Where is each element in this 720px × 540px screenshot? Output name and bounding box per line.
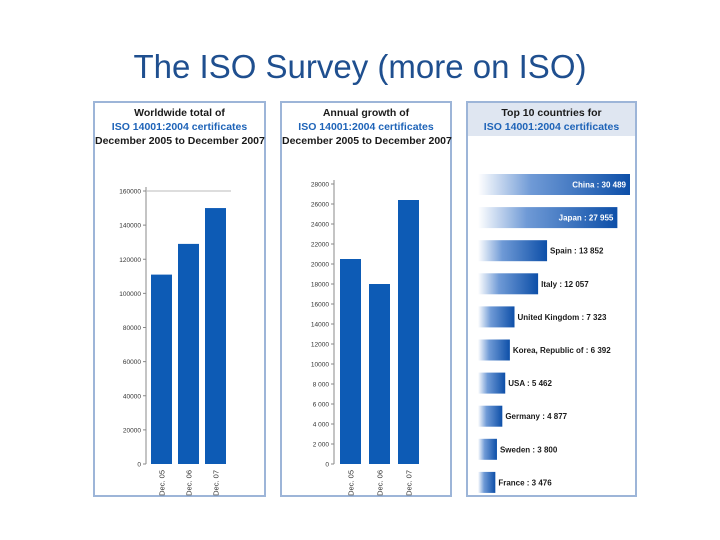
bar-korea-republic-of <box>478 339 510 361</box>
bar-value-label: Korea, Republic of : 6 392 <box>513 346 611 355</box>
y-tick-label: 40000 <box>123 393 141 400</box>
bar-usa <box>478 372 506 394</box>
bar-spain <box>478 240 548 262</box>
bar-france <box>478 471 496 493</box>
y-tick-label: 24000 <box>311 222 329 229</box>
x-tick-label: Dec. 07 <box>405 470 414 496</box>
annual-growth-bar-chart: 0 2 000 4 000 6 000 8 000 10000 12000 14000 1600… <box>311 180 419 496</box>
bar-value-label: Japan : 27 955 <box>559 214 614 223</box>
bar-value-label: Germany : 4 877 <box>505 412 567 421</box>
chart-title-line: ISO 14001:2004 certificates <box>483 121 620 133</box>
bar-dec-07 <box>205 208 226 464</box>
bar-value-label: Spain : 13 852 <box>550 247 604 256</box>
y-tick-label: 80000 <box>123 325 141 332</box>
bar-value-label: Italy : 12 057 <box>541 280 589 289</box>
x-tick-label: Dec. 05 <box>158 470 167 496</box>
chart-title-line: ISO 14001:2004 certificates <box>298 121 434 133</box>
y-tick-label: 6 000 <box>313 402 330 409</box>
bar-value-label: USA : 5 462 <box>508 379 552 388</box>
y-tick-label: 26000 <box>311 202 329 209</box>
chart-title-line: Top 10 countries for <box>501 107 602 119</box>
worldwide-total-bar-chart: 0 20000 40000 60000 80000 100000 120000 140000 1… <box>119 187 231 496</box>
x-tick-label: Dec. 05 <box>347 470 356 496</box>
slide-title: The ISO Survey (more on ISO) <box>133 48 587 85</box>
bar-dec-05 <box>340 259 361 464</box>
bar-dec-06 <box>178 243 199 464</box>
y-tick-label: 60000 <box>123 359 141 366</box>
y-tick-label: 10000 <box>311 362 329 369</box>
chart-title-line: December 2005 to December 2007 <box>95 135 265 147</box>
bar-japan <box>478 207 618 229</box>
y-tick-label: 2 000 <box>313 442 330 449</box>
top-countries-bar-chart: China : 30 489 Japan : 27 955 Spain : 13 8… <box>478 174 630 493</box>
chart-panel-worldwide-total: Worldwide total of ISO 14001:2004 certif… <box>93 101 266 497</box>
chart-panel-top-countries: Top 10 countries for ISO 14001:2004 cert… <box>466 101 637 497</box>
bar-value-label: Sweden : 3 800 <box>500 445 558 454</box>
bar-value-label: China : 30 489 <box>572 181 626 190</box>
y-tick-label: 22000 <box>311 242 329 249</box>
y-tick-label: 100000 <box>119 291 141 298</box>
y-tick-label: 20000 <box>123 427 141 434</box>
y-tick-label: 8 000 <box>313 382 330 389</box>
chart-panel-annual-growth: Annual growth of ISO 14001:2004 certific… <box>280 101 452 497</box>
x-tick-label: Dec. 06 <box>376 470 385 496</box>
y-tick-label: 140000 <box>119 223 141 230</box>
bar-china <box>478 174 630 195</box>
chart-title-line: December 2005 to December 2007 <box>282 135 452 147</box>
chart-title-line: Annual growth of <box>322 107 410 119</box>
y-tick-label: 120000 <box>119 257 141 264</box>
chart-title-top-countries: Top 10 countries for ISO 14001:2004 cert… <box>468 103 635 136</box>
y-tick-label: 14000 <box>311 322 329 329</box>
y-tick-label: 0 <box>137 462 141 469</box>
y-tick-label: 4 000 <box>313 422 330 429</box>
bar-dec-06 <box>369 284 390 464</box>
x-tick-label: Dec. 07 <box>212 470 221 496</box>
y-tick-label: 20000 <box>311 262 329 269</box>
bar-sweden <box>478 438 497 460</box>
y-tick-label: 16000 <box>311 302 329 309</box>
bar-united-kingdom <box>478 306 515 328</box>
chart-title-line: Worldwide total of <box>134 107 225 119</box>
bar-italy <box>478 273 539 295</box>
bar-value-label: United Kingdom : 7 323 <box>518 313 607 322</box>
chart-title-line: ISO 14001:2004 certificates <box>111 121 248 133</box>
y-tick-label: 28000 <box>311 182 329 189</box>
chart-title-annual-growth: Annual growth of ISO 14001:2004 certific… <box>282 103 452 148</box>
y-tick-label: 160000 <box>119 189 141 196</box>
y-tick-label: 18000 <box>311 282 329 289</box>
x-tick-label: Dec. 06 <box>185 470 194 496</box>
y-tick-label: 0 <box>325 462 329 469</box>
bar-value-label: France : 3 476 <box>498 478 552 487</box>
chart-title-worldwide-total: Worldwide total of ISO 14001:2004 certif… <box>95 103 265 148</box>
y-tick-label: 12000 <box>311 342 329 349</box>
bar-dec-07 <box>398 200 419 464</box>
bar-germany <box>478 405 503 427</box>
bar-dec-05 <box>151 274 172 464</box>
